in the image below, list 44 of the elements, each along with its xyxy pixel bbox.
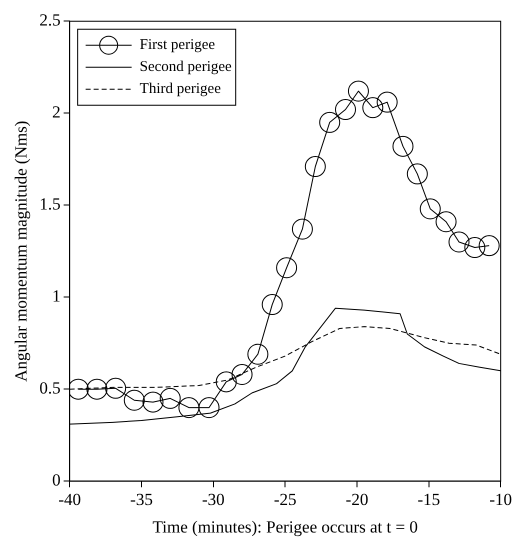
x-tick-label: -30 bbox=[202, 490, 225, 509]
point bbox=[86, 378, 108, 400]
point bbox=[276, 257, 298, 278]
point bbox=[160, 388, 181, 409]
y-tick-label: 1 bbox=[52, 286, 61, 306]
point bbox=[178, 397, 200, 418]
y-tick-label: 2.5 bbox=[39, 10, 61, 30]
point bbox=[392, 136, 414, 157]
point bbox=[348, 80, 369, 102]
point bbox=[376, 92, 398, 113]
point bbox=[247, 344, 268, 365]
point bbox=[436, 211, 457, 232]
point bbox=[216, 371, 237, 392]
point bbox=[448, 232, 470, 252]
x-tick-label: -35 bbox=[130, 490, 153, 509]
point bbox=[142, 392, 164, 413]
y-tick-label: 2 bbox=[52, 102, 61, 122]
point bbox=[335, 99, 356, 120]
x-tick-label: -25 bbox=[274, 490, 296, 509]
point bbox=[464, 237, 486, 258]
point bbox=[105, 378, 126, 399]
point bbox=[406, 163, 428, 184]
x-tick-label: -20 bbox=[346, 490, 368, 509]
legend-label: Second perigee bbox=[140, 59, 232, 76]
point bbox=[420, 198, 441, 220]
point bbox=[198, 397, 220, 418]
x-tick-label: -40 bbox=[58, 490, 81, 509]
x-tick-label: -10 bbox=[489, 490, 512, 509]
point bbox=[292, 218, 313, 240]
point bbox=[124, 390, 145, 411]
point bbox=[262, 294, 283, 316]
y-tick-label: 0 bbox=[52, 470, 61, 490]
x-axis-title: Time (minutes): Perigee occurs at t = 0 bbox=[152, 517, 418, 536]
legend-label: First perigee bbox=[140, 37, 216, 54]
x-tick-label: -15 bbox=[417, 490, 440, 509]
y-tick-label: 0.5 bbox=[39, 378, 61, 398]
y-tick-label: 1.5 bbox=[39, 194, 61, 214]
point bbox=[304, 156, 326, 178]
point bbox=[478, 235, 500, 256]
point bbox=[319, 112, 340, 133]
point bbox=[232, 364, 253, 385]
legend-label: Third perigee bbox=[140, 81, 222, 98]
point bbox=[362, 97, 384, 118]
y-axis-title: Angular momentum magnitude (Nms) bbox=[12, 120, 31, 382]
